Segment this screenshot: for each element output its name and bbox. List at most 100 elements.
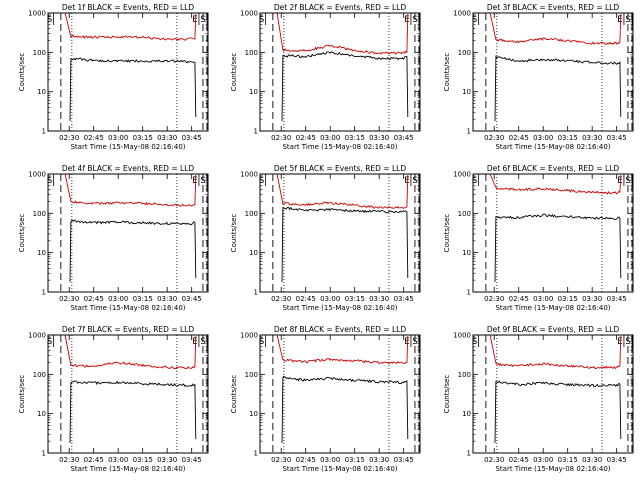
- x-tick-label: 03:00: [320, 456, 340, 464]
- series-events-line: [69, 380, 197, 444]
- chart-panel: Det 3f BLACK = Events, RED = LLD 1 10 100 10…: [443, 3, 634, 151]
- series-path: [489, 173, 622, 195]
- y-axis-label: Counts/sec: [18, 375, 26, 414]
- time-marker-label: S: [472, 337, 477, 347]
- time-marker-label: E: [192, 176, 197, 186]
- time-marker-label: E: [192, 337, 197, 347]
- x-axis-label: Start Time (15-May-08 02:16:40): [282, 304, 397, 312]
- plot-frame: [259, 173, 421, 293]
- plot-frame: [472, 173, 634, 293]
- x-tick-label: 03:45: [607, 295, 627, 303]
- time-marker-label: S: [259, 15, 264, 25]
- series-lld-line: [276, 173, 409, 209]
- y-tick-label: 1: [42, 289, 46, 297]
- x-tick-label: 03:15: [345, 456, 365, 464]
- time-marker-label: S: [625, 337, 630, 347]
- y-tick-label: 1000: [240, 10, 258, 18]
- y-tick-label: 100: [458, 210, 471, 218]
- y-tick-label: 1000: [453, 171, 471, 179]
- series-path: [64, 334, 197, 370]
- x-tick-label: 02:45: [509, 456, 529, 464]
- series-path: [494, 380, 622, 444]
- chart-title: Det 2f BLACK = Events, RED = LLD: [274, 3, 407, 12]
- series-lld-line: [64, 334, 197, 370]
- chart-title: Det 4f BLACK = Events, RED = LLD: [62, 164, 195, 173]
- x-axis-label: Start Time (15-May-08 02:16:40): [70, 465, 185, 473]
- y-tick-label: 1: [42, 128, 46, 136]
- time-marker-label: S: [47, 15, 52, 25]
- series-events-line: [494, 54, 622, 122]
- series-path: [69, 57, 197, 122]
- x-tick-label: 03:15: [558, 456, 578, 464]
- x-tick-label: 02:30: [271, 134, 291, 142]
- series-path: [281, 206, 409, 283]
- time-marker-label: S: [472, 176, 477, 186]
- x-tick-label: 03:30: [369, 456, 389, 464]
- series-events-line: [494, 213, 622, 283]
- time-marker-label: S: [412, 176, 417, 186]
- chart-panel: Det 7f BLACK = Events, RED = LLD 1 10 100 10…: [18, 325, 209, 473]
- series-path: [489, 12, 622, 45]
- x-tick-label: 02:45: [296, 456, 316, 464]
- x-tick-label: 02:30: [271, 456, 291, 464]
- y-tick-label: 10: [462, 249, 471, 257]
- plot-frame: [472, 334, 634, 454]
- time-marker-label: E: [192, 15, 197, 25]
- y-tick-label: 1: [42, 450, 46, 458]
- x-tick-label: 02:30: [484, 456, 504, 464]
- y-axis-label: Counts/sec: [443, 214, 451, 253]
- x-tick-label: 02:45: [509, 134, 529, 142]
- time-marker-label: E: [404, 176, 409, 186]
- series-events-line: [69, 219, 197, 283]
- x-tick-label: 03:30: [369, 295, 389, 303]
- time-marker-label: E: [617, 176, 622, 186]
- series-events-line: [281, 375, 409, 444]
- y-tick-label: 100: [33, 210, 46, 218]
- series-path: [281, 51, 409, 122]
- x-tick-label: 02:30: [271, 295, 291, 303]
- x-tick-label: 02:30: [59, 134, 79, 142]
- x-tick-label: 02:45: [296, 134, 316, 142]
- x-tick-label: 03:00: [108, 295, 128, 303]
- y-axis-label: Counts/sec: [230, 53, 238, 92]
- x-tick-label: 03:15: [133, 456, 153, 464]
- x-tick-label: 03:15: [558, 134, 578, 142]
- x-tick-label: 03:30: [582, 134, 602, 142]
- y-tick-label: 1000: [28, 171, 46, 179]
- x-tick-label: 02:45: [84, 134, 104, 142]
- x-tick-label: 03:45: [607, 456, 627, 464]
- series-lld-line: [276, 12, 409, 56]
- time-marker-label: S: [200, 15, 205, 25]
- time-marker-label: S: [625, 176, 630, 186]
- time-marker-label: S: [200, 337, 205, 347]
- series-path: [494, 54, 622, 122]
- x-tick-label: 02:30: [59, 456, 79, 464]
- x-tick-label: 03:15: [133, 295, 153, 303]
- x-tick-label: 03:00: [320, 134, 340, 142]
- y-axis-label: Counts/sec: [230, 214, 238, 253]
- y-tick-label: 1000: [453, 332, 471, 340]
- chart-panel: Det 4f BLACK = Events, RED = LLD 1 10 100 10…: [18, 164, 209, 312]
- plot-frame: [259, 12, 421, 132]
- series-lld-line: [489, 334, 622, 370]
- time-marker-label: E: [404, 337, 409, 347]
- chart-title: Det 7f BLACK = Events, RED = LLD: [62, 325, 195, 334]
- x-tick-label: 03:00: [108, 456, 128, 464]
- time-marker-label: S: [200, 176, 205, 186]
- plot-frame: [47, 173, 209, 293]
- y-tick-label: 100: [33, 371, 46, 379]
- series-path: [276, 12, 409, 56]
- chart-title: Det 6f BLACK = Events, RED = LLD: [487, 164, 620, 173]
- time-marker-label: S: [47, 337, 52, 347]
- y-tick-label: 1: [467, 450, 471, 458]
- x-tick-label: 03:30: [369, 134, 389, 142]
- series-lld-line: [276, 334, 409, 365]
- series-path: [494, 213, 622, 283]
- y-tick-label: 10: [249, 249, 258, 257]
- y-axis-label: Counts/sec: [230, 375, 238, 414]
- x-tick-label: 03:30: [157, 456, 177, 464]
- time-marker-label: S: [47, 176, 52, 186]
- series-path: [69, 380, 197, 444]
- y-axis-label: Counts/sec: [443, 375, 451, 414]
